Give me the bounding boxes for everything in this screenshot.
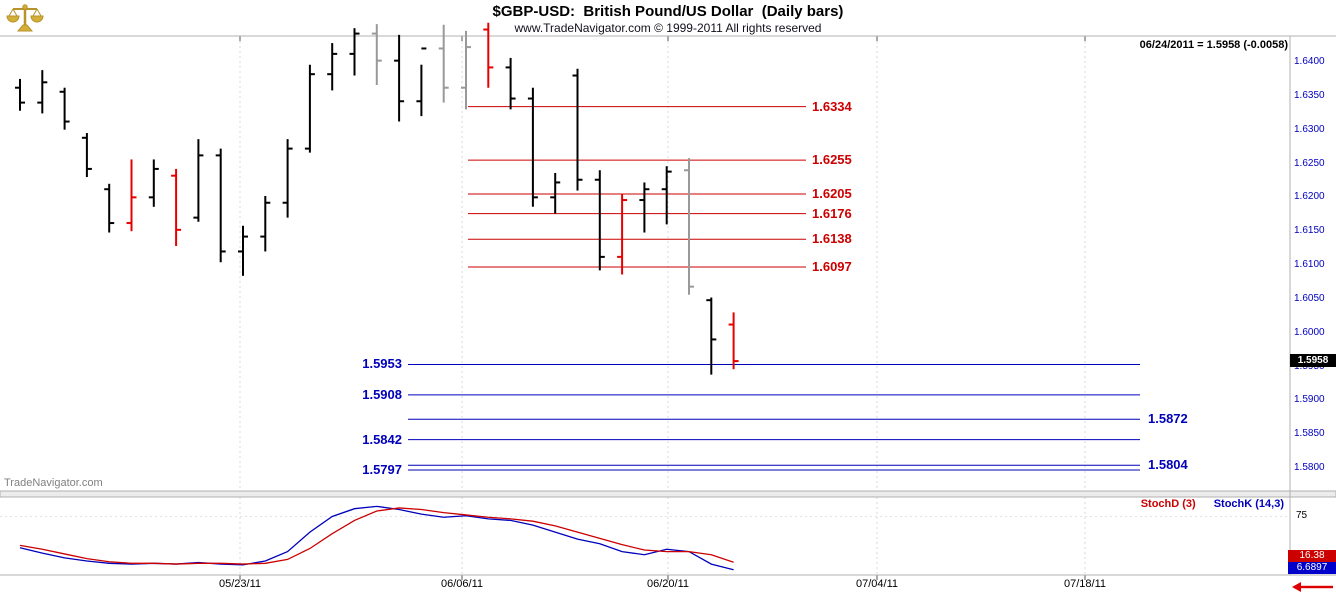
price-axis-label: 1.6100	[1294, 259, 1325, 270]
price-axis-label: 1.6050	[1294, 292, 1325, 304]
stochk-legend-label: StochK (14,3)	[1213, 498, 1284, 510]
stoch-75-gridline-label: 75	[1296, 510, 1308, 521]
resistance-price-label: 1.6138	[812, 231, 852, 247]
stochd-value-badge: 16.38	[1288, 550, 1336, 562]
support-price-label: 1.5872	[1148, 411, 1188, 427]
copyright-subtitle: www.TradeNavigator.com © 1999-2011 All r…	[514, 21, 822, 35]
chart-title: $GBP-USD: British Pound/US Dollar (Daily…	[492, 3, 844, 20]
price-axis-label: 1.6350	[1294, 89, 1325, 101]
resistance-price-label: 1.6334	[812, 98, 852, 114]
support-price-label: 1.5953	[362, 356, 402, 372]
price-axis-label: 1.5850	[1294, 428, 1325, 440]
price-axis-label: 1.5900	[1294, 394, 1325, 406]
price-axis-label: 1.6200	[1294, 191, 1325, 203]
date-axis-label: 07/04/11	[855, 578, 898, 590]
resistance-price-label: 1.6255	[812, 152, 852, 168]
date-axis-label: 06/20/11	[646, 578, 689, 590]
support-price-label: 1.5842	[362, 431, 402, 447]
resistance-price-label: 1.6205	[812, 185, 852, 201]
watermark-text: TradeNavigator.com	[4, 477, 103, 489]
date-axis-label: 05/23/11	[218, 578, 261, 590]
price-axis-label: 1.6000	[1294, 326, 1325, 338]
last-quote-readout: 06/24/2011 = 1.5958 (-0.0058)	[1139, 39, 1288, 51]
indicator-legend: StochD (3) StochK (14,3)	[1141, 498, 1284, 510]
price-axis-label: 1.6300	[1294, 123, 1325, 135]
price-axis-label: 1.6150	[1294, 225, 1325, 237]
price-axis-label: 1.6400	[1294, 56, 1325, 67]
resistance-price-label: 1.6097	[812, 259, 852, 275]
support-price-label: 1.5908	[362, 386, 402, 402]
stochd-legend-label: StochD (3)	[1140, 498, 1196, 510]
date-axis-label: 06/06/11	[440, 578, 483, 590]
price-axis-label: 1.5800	[1294, 462, 1325, 473]
tradenavigator-logo-icon	[6, 2, 44, 39]
stochd-line	[19, 507, 734, 565]
scroll-left-arrow-icon[interactable]	[1292, 580, 1336, 598]
price-axis-label: 1.6250	[1294, 157, 1325, 169]
panel-separator	[0, 490, 1336, 498]
support-price-label: 1.5797	[362, 462, 402, 478]
stochk-value-badge: 6.6897	[1288, 562, 1336, 574]
support-price-label: 1.5804	[1148, 457, 1188, 473]
resistance-price-label: 1.6176	[812, 205, 852, 221]
date-axis-label: 07/18/11	[1063, 578, 1106, 590]
last-price-badge: 1.5958	[1290, 354, 1336, 367]
